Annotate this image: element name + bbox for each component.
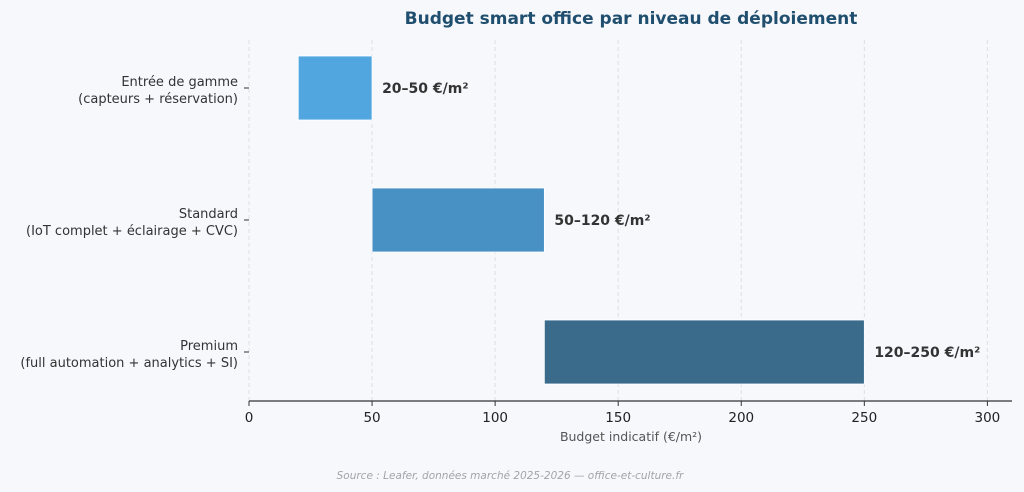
bar-0: [297, 55, 373, 121]
x-axis-label: Budget indicatif (€/m²): [560, 429, 702, 444]
x-tick-label: 50: [363, 410, 380, 426]
bar-1: [371, 187, 545, 253]
x-axis: 0 50 100 150 200 250 300: [245, 400, 1012, 426]
y-tick-label-line1: Entrée de gamme: [121, 75, 238, 90]
data-label: 50–120 €/m²: [554, 213, 650, 229]
y-tick-label-line2: (capteurs + réservation): [78, 92, 238, 107]
x-tick-label: 250: [851, 410, 877, 426]
x-tick-label: 200: [728, 410, 754, 426]
y-tick-label-line2: (full automation + analytics + SI): [20, 356, 238, 371]
data-label: 120–250 €/m²: [874, 345, 980, 361]
data-label: 20–50 €/m²: [382, 81, 468, 97]
y-tick-label-line2: (IoT complet + éclairage + CVC): [26, 224, 238, 239]
chart-title: Budget smart office par niveau de déploi…: [405, 9, 858, 29]
x-tick-label: 0: [245, 410, 254, 426]
x-tick-label: 150: [605, 410, 631, 426]
x-tick-label: 300: [974, 410, 1000, 426]
bar-2: [543, 319, 865, 385]
y-tick-label-line1: Premium: [180, 339, 238, 354]
y-axis-labels: Entrée de gamme (capteurs + réservation) S…: [20, 75, 249, 371]
data-labels: 20–50 €/m² 50–120 €/m² 120–250 €/m²: [382, 81, 980, 361]
y-tick-label-line1: Standard: [179, 207, 238, 222]
bars: [297, 55, 865, 385]
source-note: Source : Leafer, données marché 2025-202…: [337, 470, 684, 482]
x-tick-label: 100: [482, 410, 508, 426]
